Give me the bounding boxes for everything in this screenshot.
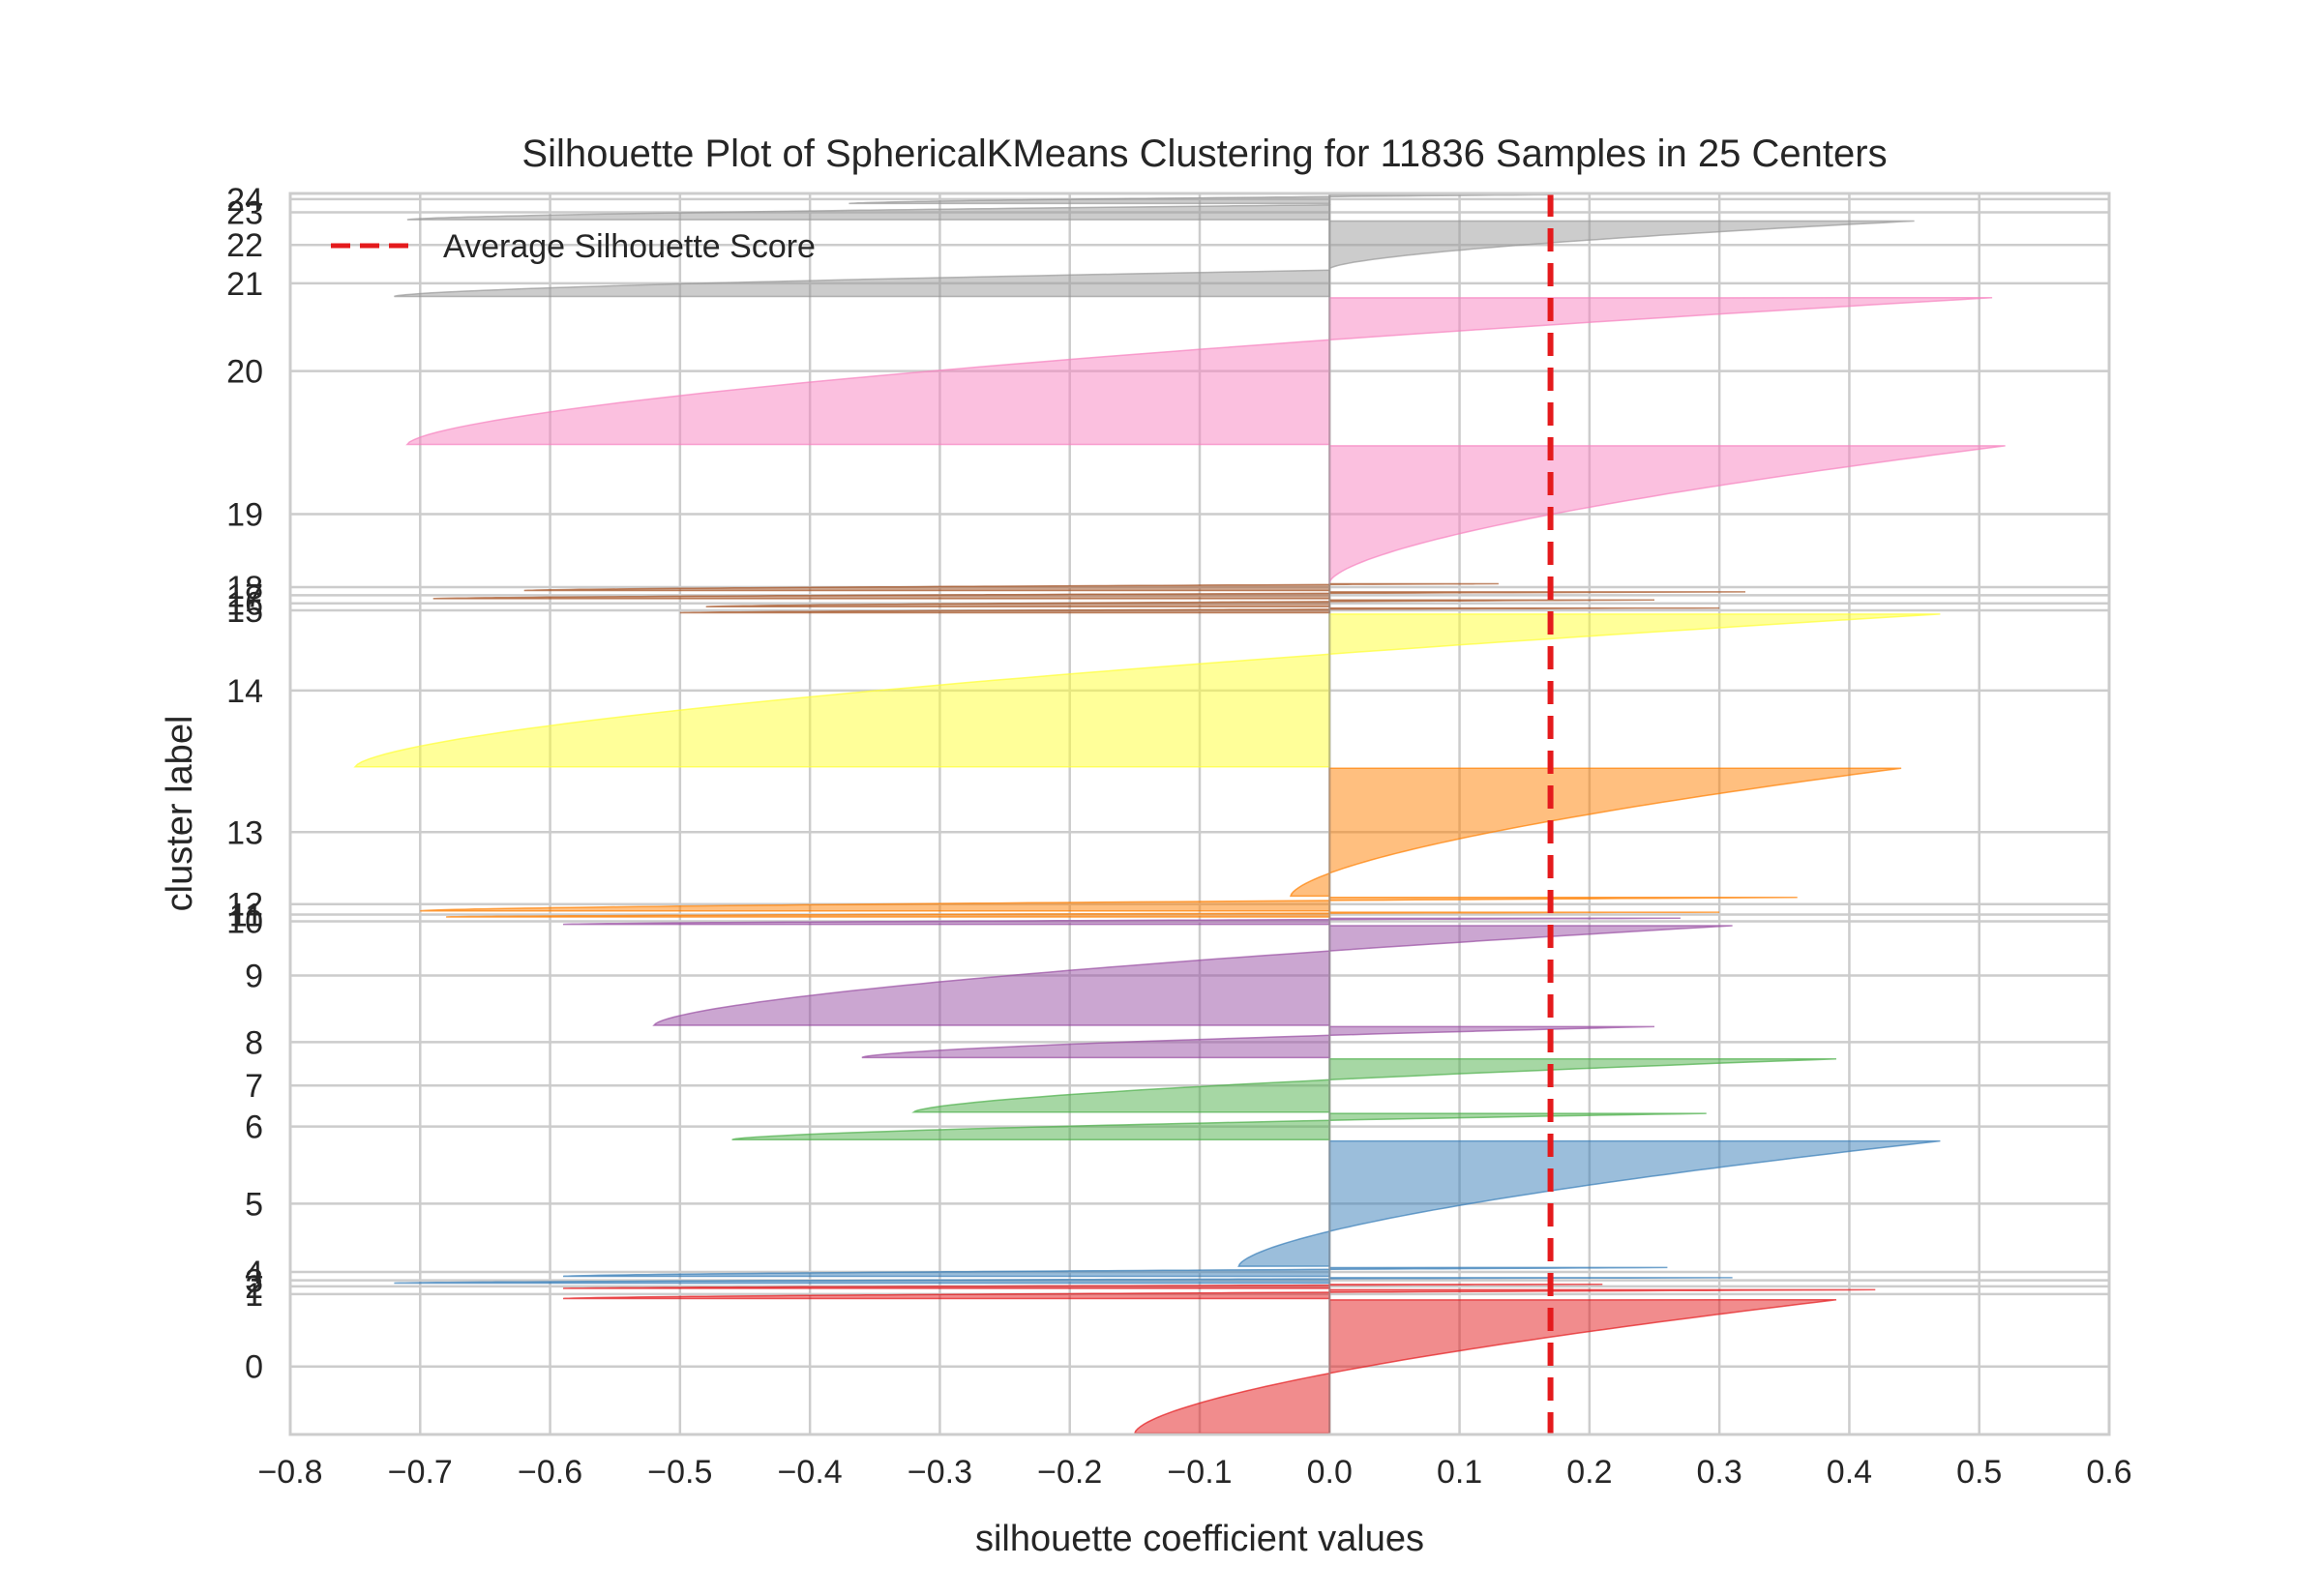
- silhouette-area-cluster-0: [1133, 1299, 1837, 1434]
- silhouette-area-cluster-4: [562, 1266, 1668, 1278]
- y-tick-label: 8: [245, 1024, 263, 1061]
- silhouette-area-cluster-17: [432, 591, 1746, 600]
- y-tick-label: 10: [226, 903, 263, 940]
- y-tick-label: 0: [245, 1349, 263, 1386]
- silhouette-area-cluster-9: [652, 925, 1733, 1026]
- silhouette-area-cluster-14: [353, 613, 1941, 768]
- legend-average-score-label: Average Silhouette Score: [443, 228, 816, 265]
- x-tick-label: −0.1: [1167, 1454, 1232, 1491]
- x-tick-label: 0.0: [1307, 1454, 1353, 1491]
- y-tick-label: 6: [245, 1109, 263, 1146]
- y-tick-label: 15: [226, 593, 263, 630]
- y-tick-label: 24: [226, 182, 263, 219]
- silhouette-area-cluster-21: [394, 269, 1331, 298]
- silhouette-area-cluster-15: [679, 606, 1720, 614]
- silhouette-area-cluster-11: [446, 911, 1720, 918]
- y-tick-label: 7: [245, 1068, 263, 1105]
- y-axis-label: cluster label: [160, 716, 200, 912]
- silhouette-area-cluster-10: [562, 917, 1681, 926]
- x-axis-label: silhouette coefficient values: [975, 1519, 1424, 1559]
- silhouette-area-cluster-1: [562, 1288, 1876, 1300]
- silhouette-area-cluster-18: [523, 582, 1499, 592]
- y-tick-label: 22: [226, 227, 263, 264]
- y-tick-label: 9: [245, 958, 263, 994]
- silhouette-area-cluster-12: [420, 897, 1798, 912]
- y-tick-label: 19: [226, 497, 263, 534]
- y-tick-label: 14: [226, 673, 263, 710]
- y-tick-label: 17: [226, 577, 263, 614]
- silhouette-area-cluster-5: [1237, 1139, 1941, 1267]
- y-tick-label: 18: [226, 570, 263, 606]
- silhouette-area-cluster-16: [705, 599, 1655, 607]
- silhouette-area-cluster-13: [1289, 767, 1902, 898]
- y-tick-label: 12: [226, 887, 263, 924]
- x-tick-label: 0.3: [1697, 1454, 1742, 1491]
- silhouette-area-cluster-2: [562, 1284, 1603, 1289]
- x-tick-label: 0.4: [1827, 1454, 1872, 1491]
- silhouette-area-cluster-7: [911, 1058, 1837, 1113]
- x-tick-label: −0.6: [518, 1454, 582, 1491]
- plot-frame: [288, 192, 2111, 1436]
- silhouette-area-cluster-20: [405, 297, 1993, 446]
- x-tick-label: −0.2: [1037, 1454, 1102, 1491]
- x-tick-label: 0.6: [2086, 1454, 2131, 1491]
- y-tick-label: 2: [245, 1269, 263, 1306]
- silhouette-area-cluster-23: [406, 204, 1331, 221]
- silhouette-area-cluster-6: [731, 1112, 1707, 1141]
- y-tick-label: 11: [229, 898, 263, 934]
- y-tick-label: 3: [245, 1263, 263, 1300]
- silhouette-area-cluster-3: [394, 1277, 1733, 1285]
- silhouette-area-cluster-19: [1328, 445, 2006, 585]
- y-tick-label: 4: [245, 1255, 263, 1291]
- x-tick-label: 0.1: [1437, 1454, 1482, 1491]
- y-tick-label: 21: [226, 266, 263, 303]
- y-tick-label: 5: [245, 1186, 263, 1223]
- silhouette-area-cluster-24: [848, 193, 1551, 205]
- y-tick-label: 16: [226, 586, 263, 623]
- silhouette-area-cluster-8: [861, 1025, 1655, 1059]
- x-tick-label: −0.7: [388, 1454, 453, 1491]
- y-tick-label: 13: [226, 814, 263, 851]
- x-tick-label: 0.2: [1566, 1454, 1612, 1491]
- y-tick-label: 1: [245, 1277, 263, 1314]
- x-tick-labels: −0.8 −0.7 −0.6 −0.5 −0.4 −0.3 −0.2 −0.1 0.0 0.1 0.…: [257, 1454, 2131, 1491]
- y-tick-label: 20: [226, 354, 263, 391]
- x-tick-label: 0.5: [1956, 1454, 2002, 1491]
- y-tick-label: 23: [226, 194, 263, 231]
- x-tick-label: −0.8: [257, 1454, 322, 1491]
- silhouette-areas: [353, 193, 2006, 1434]
- chart-title: Silhouette Plot of SphericalKMeans Clust…: [521, 133, 1887, 175]
- x-tick-label: −0.5: [647, 1454, 712, 1491]
- x-tick-label: −0.4: [778, 1454, 843, 1491]
- legend: Average Silhouette Score: [331, 228, 816, 265]
- silhouette-area-cluster-22: [1328, 220, 1915, 270]
- x-tick-label: −0.3: [908, 1454, 972, 1491]
